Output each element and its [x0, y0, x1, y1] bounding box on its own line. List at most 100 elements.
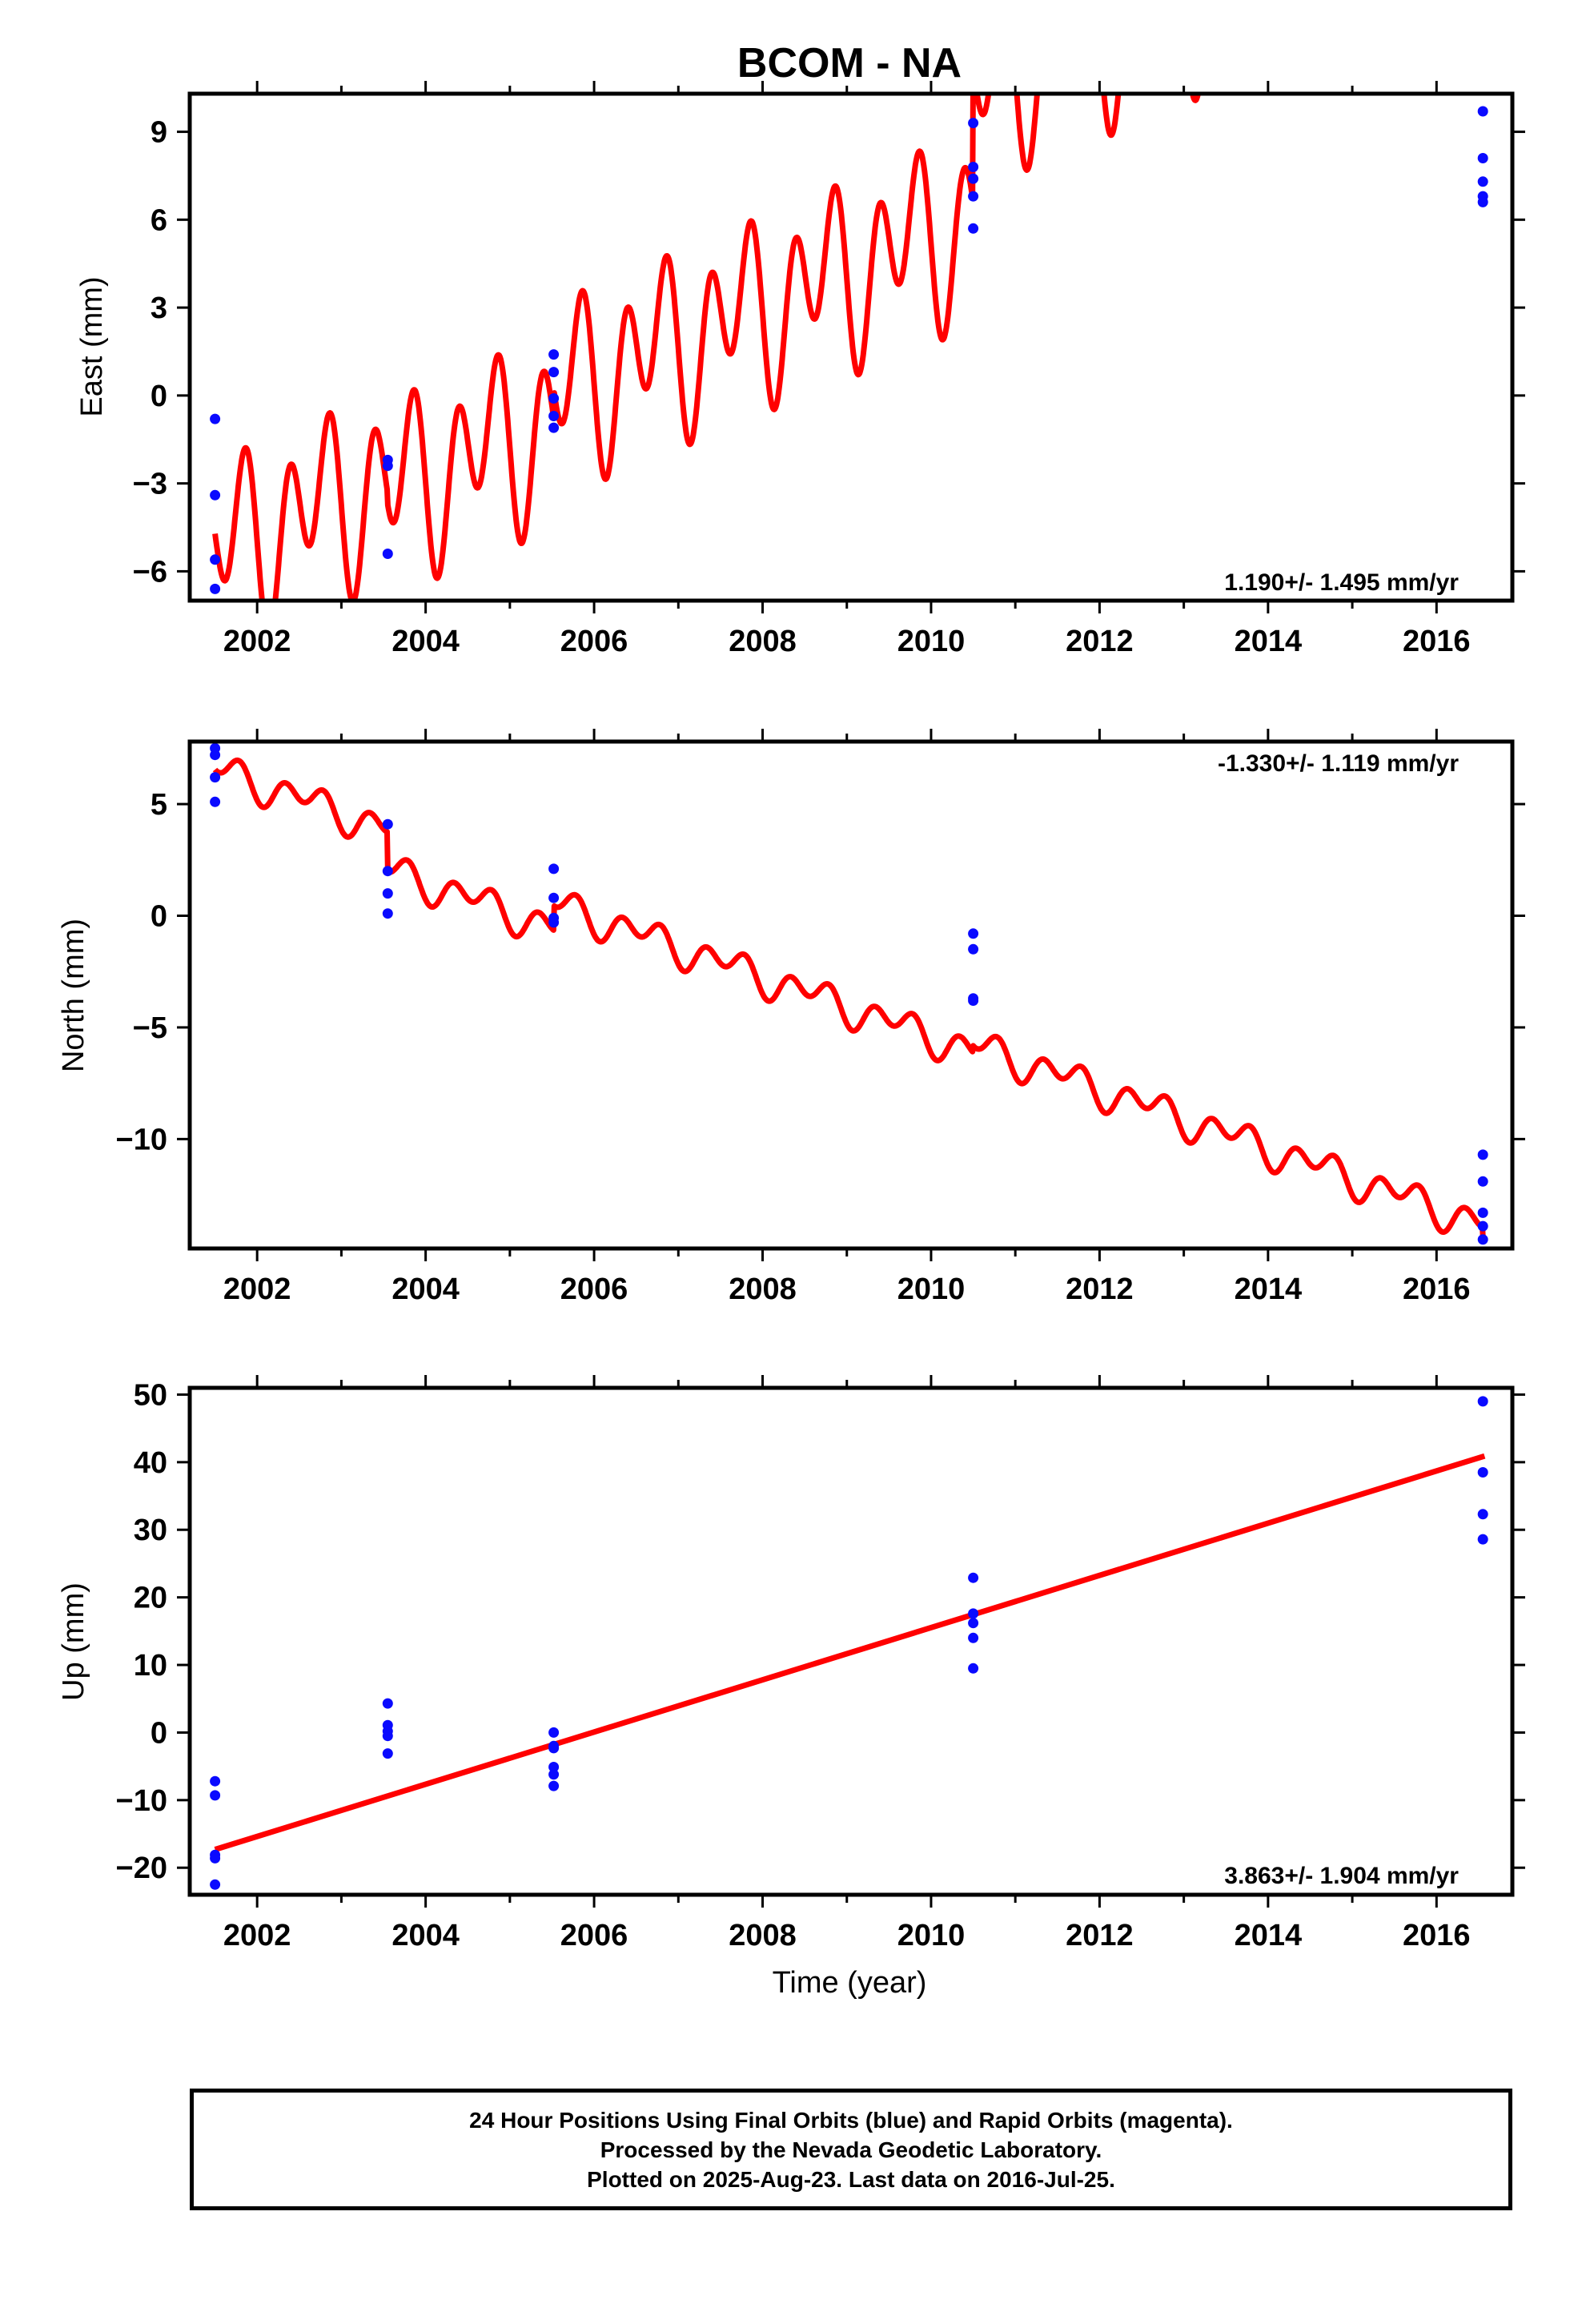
up-observation-point: [210, 1790, 221, 1801]
east-observation-point: [1477, 106, 1488, 117]
north-y-tick-label: −10: [116, 1123, 167, 1156]
up-x-tick-label: 2014: [1235, 1919, 1303, 1952]
north-x-tick-label: 2014: [1235, 1273, 1303, 1306]
up-y-tick-label: 30: [134, 1514, 167, 1547]
east-observation-point: [210, 554, 221, 565]
north-y-axis-label: North (mm): [57, 919, 90, 1072]
north-observation-point: [210, 750, 221, 761]
up-model-line: [214, 1453, 1486, 1852]
north-y-tick-label: 5: [151, 788, 167, 822]
up-y-tick-label: 10: [134, 1649, 167, 1683]
east-marks: [210, 94, 1488, 601]
east-observation-point: [382, 549, 393, 559]
north-observation-point: [548, 863, 560, 875]
north-y-tick-label: 0: [151, 900, 167, 934]
east-plot-frame: [187, 91, 1515, 603]
up-observation-point: [1477, 1534, 1488, 1545]
east-observation-point: [968, 223, 979, 234]
east-observation-point: [548, 411, 560, 421]
up-x-tick-label: 2016: [1403, 1919, 1471, 1952]
north-y-tick-label: −5: [133, 1011, 167, 1045]
east-x-tick-label: 2010: [897, 625, 966, 658]
north-x-ticks: 2002 2004 2006 2008 2010 2012 2014 2016: [223, 729, 1471, 1306]
up-y-tick-label: 20: [134, 1582, 167, 1615]
east-y-tick-label: −3: [133, 468, 167, 501]
footer-caption-box: 24 Hour Positions Using Final Orbits (bl…: [190, 2089, 1512, 2210]
east-x-tick-label: 2012: [1066, 625, 1134, 658]
east-observation-point: [382, 460, 393, 472]
north-rate-label: -1.330+/- 1.119 mm/yr: [1218, 750, 1459, 777]
east-y-tick-label: 0: [151, 380, 167, 413]
east-model-line: [212, 94, 1202, 601]
up-observation-point: [382, 1748, 393, 1759]
up-y-tick-label: 0: [151, 1716, 167, 1750]
up-observation-point: [382, 1726, 393, 1737]
north-observation-point: [382, 818, 393, 830]
north-observation-point: [382, 888, 393, 899]
up-observation-point: [968, 1618, 979, 1629]
up-rate-label: 3.863+/- 1.904 mm/yr: [1224, 1863, 1459, 1889]
east-observation-point: [968, 191, 979, 202]
north-observation-point: [548, 917, 560, 928]
east-observation-point: [968, 118, 979, 129]
east-x-tick-label: 2002: [223, 625, 291, 658]
north-observation-point: [1477, 1149, 1488, 1160]
up-x-tick-label: 2012: [1066, 1919, 1134, 1952]
east-rate-label: 1.190+/- 1.495 mm/yr: [1224, 569, 1459, 596]
east-x-tick-label: 2016: [1403, 625, 1471, 658]
north-model-line: [212, 757, 1487, 1244]
east-y-ticks: 9 6 3 0 −3 −6: [133, 116, 1525, 589]
north-observation-point: [1477, 1220, 1488, 1232]
east-panel: 9 6 3 0 −3 −6 2002 2004 2006 2008 2010 2012 2014 201…: [75, 81, 1525, 658]
north-panel: 5 0 −5 −10 2002 2004 2006 2008 2010 2012 2014 2016…: [57, 729, 1525, 1306]
up-observation-point: [548, 1762, 560, 1772]
north-x-tick-label: 2004: [391, 1273, 460, 1306]
north-observation-point: [1477, 1207, 1488, 1218]
east-observation-point: [548, 422, 560, 433]
north-observation-point: [968, 928, 979, 939]
east-observation-point: [968, 162, 979, 172]
north-x-tick-label: 2006: [560, 1273, 628, 1306]
north-observation-point: [968, 943, 979, 955]
north-observation-point: [382, 908, 393, 919]
east-observation-point: [210, 489, 221, 501]
east-y-tick-label: 6: [151, 203, 167, 237]
east-x-ticks: 2002 2004 2006 2008 2010 2012 2014 2016: [223, 81, 1471, 658]
up-x-tick-label: 2002: [223, 1919, 291, 1952]
up-x-tick-label: 2004: [391, 1919, 460, 1952]
north-observation-point: [382, 866, 393, 877]
up-x-tick-label: 2008: [729, 1919, 797, 1952]
east-observation-point: [1477, 153, 1488, 163]
north-x-tick-label: 2016: [1403, 1273, 1471, 1306]
footer-line-1: 24 Hour Positions Using Final Orbits (bl…: [469, 2107, 1233, 2133]
north-observation-point: [1477, 1176, 1488, 1187]
east-y-tick-label: 3: [151, 292, 167, 325]
up-observation-point: [1477, 1396, 1488, 1407]
east-x-tick-label: 2008: [729, 625, 797, 658]
up-observation-point: [548, 1780, 560, 1791]
up-observation-point: [210, 1775, 221, 1787]
east-x-tick-label: 2006: [560, 625, 628, 658]
east-observation-point: [548, 393, 560, 404]
up-observation-point: [382, 1698, 393, 1709]
up-observation-point: [968, 1663, 979, 1674]
up-observation-point: [968, 1608, 979, 1619]
up-y-tick-label: 50: [134, 1378, 167, 1412]
east-observation-point: [548, 367, 560, 378]
east-y-tick-label: −6: [133, 555, 167, 589]
north-plot-frame: [187, 739, 1515, 1251]
up-observation-point: [210, 1879, 221, 1890]
east-observation-point: [1477, 196, 1488, 207]
north-marks: [210, 742, 1488, 1245]
north-x-tick-label: 2002: [223, 1273, 291, 1306]
chart-title: BCOM - NA: [737, 40, 962, 86]
north-x-tick-label: 2010: [897, 1273, 966, 1306]
footer-line-2: Processed by the Nevada Geodetic Laborat…: [600, 2137, 1102, 2162]
east-observation-point: [210, 583, 221, 594]
up-x-tick-label: 2006: [560, 1919, 628, 1952]
up-observation-point: [1477, 1509, 1488, 1520]
north-x-tick-label: 2012: [1066, 1273, 1134, 1306]
up-y-tick-label: −10: [116, 1784, 167, 1818]
